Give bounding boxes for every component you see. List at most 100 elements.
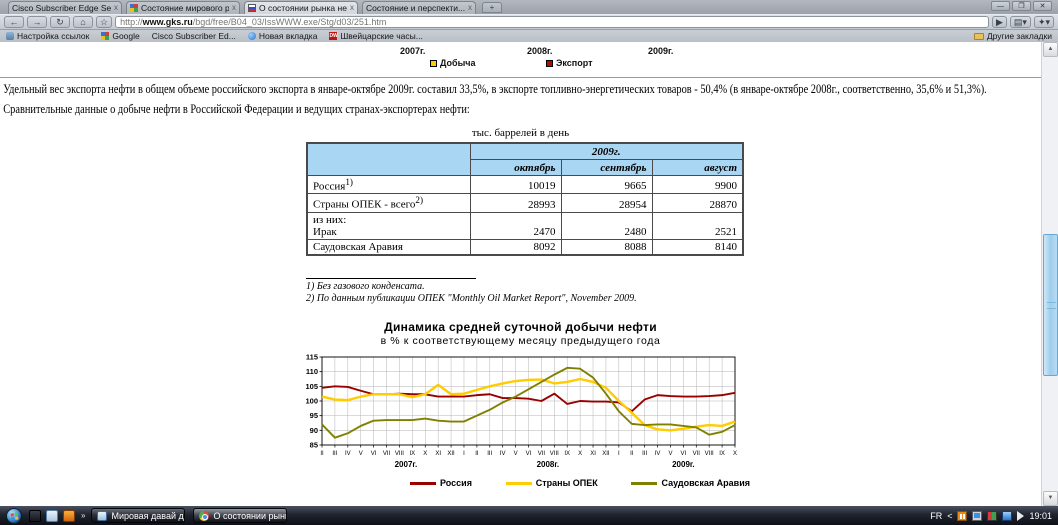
home-button[interactable]: ⌂ <box>73 16 93 28</box>
wrench-icon: ✦▾ <box>1037 17 1050 27</box>
svg-text:VIII: VIII <box>395 451 404 457</box>
tray-chevron[interactable]: < <box>947 510 953 521</box>
other-bookmarks-button[interactable]: Другие закладки <box>973 31 1052 41</box>
wrench-menu-button[interactable]: ✦▾ <box>1033 16 1054 28</box>
vertical-scrollbar[interactable]: ▲ ▼ <box>1041 42 1058 506</box>
svg-text:V: V <box>668 451 672 457</box>
go-button[interactable]: ▶ <box>991 16 1007 28</box>
table-row: Страны ОПЕК - всего2) 28993 28954 28870 <box>306 193 744 213</box>
svg-text:II: II <box>475 451 479 457</box>
minimize-button[interactable]: — <box>991 1 1010 11</box>
tab-mirovoy-rynok[interactable]: Состояние мирового р... x <box>126 1 240 14</box>
desktop-app-icon[interactable] <box>29 509 41 522</box>
action-center-flag-icon[interactable] <box>987 510 998 521</box>
web-page-content: 2007г. 2008г. 2009г. Добыча Экспорт Удел… <box>0 42 1041 506</box>
start-button[interactable] <box>6 507 22 524</box>
chart-legend-item: Россия <box>410 478 472 488</box>
tab-title: Состояние и перспекти... <box>366 3 465 13</box>
taskbar-clock[interactable]: 19:01 <box>1029 510 1052 521</box>
page-menu-icon: ▤▾ <box>1013 17 1027 27</box>
volume-icon[interactable] <box>1017 510 1025 521</box>
network-icon[interactable] <box>1002 510 1013 521</box>
close-icon[interactable]: x <box>232 3 236 12</box>
paragraph-export-share: Удельный вес экспорта нефти в общем объе… <box>3 81 987 96</box>
footnote-rule <box>306 278 476 280</box>
language-indicator[interactable]: FR <box>930 510 943 521</box>
taskbar-button-chrome-active[interactable]: О состоянии рынк... <box>193 508 288 523</box>
svg-text:2009г.: 2009г. <box>672 460 695 469</box>
tab-rynok-nefti-active[interactable]: О состоянии рынка неф... x <box>244 1 358 14</box>
mail-app-icon[interactable] <box>46 509 58 522</box>
system-tray: FR < 19:01 <box>930 510 1058 521</box>
chart-subtitle: в % к соответствующему месяцу предыдущег… <box>380 335 661 348</box>
bookmark-google[interactable]: Google <box>101 31 140 41</box>
close-button[interactable]: ✕ <box>1033 1 1052 11</box>
folder-icon <box>973 32 984 40</box>
svg-text:2007г.: 2007г. <box>395 460 418 469</box>
reload-button[interactable]: ↻ <box>50 16 70 28</box>
svg-text:VI: VI <box>526 451 532 457</box>
svg-text:90: 90 <box>310 426 318 435</box>
horizontal-rule <box>0 77 1041 78</box>
restore-button[interactable]: ❐ <box>1012 1 1031 11</box>
scrollbar-thumb[interactable] <box>1043 234 1058 376</box>
svg-text:85: 85 <box>310 441 318 450</box>
svg-text:IX: IX <box>564 451 570 457</box>
table-corner-cell <box>306 142 471 176</box>
column-header: август <box>651 158 744 176</box>
table-units-caption: тыс. баррелей в день <box>471 127 570 139</box>
bookmark-swiss-watches[interactable]: DW Швейцарские часы... <box>329 31 423 41</box>
legend-swatch <box>430 59 437 67</box>
svg-text:2008г.: 2008г. <box>537 460 560 469</box>
footnote-1: 1) Без газового конденсата. <box>306 281 425 293</box>
oil-production-table: 2009г. октябрь сентябрь август Россия1) … <box>306 142 744 257</box>
svg-text:III: III <box>642 451 647 457</box>
windows-logo-icon <box>10 512 19 520</box>
page-menu-button[interactable]: ▤▾ <box>1009 16 1031 28</box>
legend-line-swatch <box>505 482 532 485</box>
svg-text:VIII: VIII <box>705 451 714 457</box>
scroll-down-icon[interactable]: ▼ <box>1043 491 1058 506</box>
svg-text:95: 95 <box>310 411 318 420</box>
back-button[interactable]: ← <box>4 16 24 28</box>
document-icon <box>97 510 108 521</box>
axis-year-label: 2009г. <box>648 46 674 56</box>
scroll-up-icon[interactable]: ▲ <box>1043 42 1058 57</box>
bookmark-cisco[interactable]: Cisco Subscriber Ed... <box>0 31 1041 525</box>
dw-icon: DW <box>329 32 338 40</box>
svg-text:X: X <box>423 451 427 457</box>
tab-sostoyanie-perspektivy[interactable]: Состояние и перспекти... x <box>362 1 1058 508</box>
table-header-row: 2009г. <box>306 142 744 176</box>
reload-icon: ↻ <box>56 17 64 27</box>
pause-tray-icon[interactable] <box>957 510 968 521</box>
new-tab-button[interactable]: + <box>482 2 502 13</box>
svg-text:VI: VI <box>371 451 377 457</box>
bookmark-new-tab[interactable]: Новая вкладка <box>247 31 317 41</box>
forward-icon: → <box>32 17 42 27</box>
bookmark-link-settings[interactable]: Настройка ссылок <box>6 31 89 41</box>
tab-cisco[interactable]: Cisco Subscriber Edge Se... x <box>8 1 1050 508</box>
svg-text:115: 115 <box>306 353 318 362</box>
close-icon[interactable]: x <box>468 3 472 12</box>
column-header: октябрь <box>469 158 562 176</box>
chart-legend: Россия Страны ОПЕК Саудовская Аравия <box>410 478 750 488</box>
svg-text:IV: IV <box>345 451 351 457</box>
quicklaunch-overflow-chevron[interactable]: » <box>81 511 86 520</box>
close-icon[interactable]: x <box>350 3 354 12</box>
table-row: Россия1) 10019 9665 9900 <box>306 174 744 195</box>
bookmark-star-button[interactable]: ☆ <box>96 16 113 28</box>
display-tray-icon[interactable] <box>972 510 983 521</box>
tab-title: Состояние мирового р... <box>141 3 229 13</box>
svg-text:IV: IV <box>500 451 506 457</box>
quick-launch <box>29 509 75 522</box>
taskbar-button-mirovaya[interactable]: Мировая давай дел... <box>91 508 186 523</box>
close-icon[interactable]: x <box>114 3 118 12</box>
axis-year-label: 2008г. <box>527 46 553 56</box>
media-app-icon[interactable] <box>63 509 75 522</box>
ie-icon <box>247 32 256 40</box>
forward-button[interactable]: → <box>27 16 47 28</box>
svg-text:XII: XII <box>447 451 455 457</box>
svg-text:VII: VII <box>693 451 701 457</box>
address-bar[interactable]: http://www.gks.ru/bgd/free/B04_03/IssWWW… <box>115 16 989 28</box>
svg-text:VIII: VIII <box>550 451 559 457</box>
